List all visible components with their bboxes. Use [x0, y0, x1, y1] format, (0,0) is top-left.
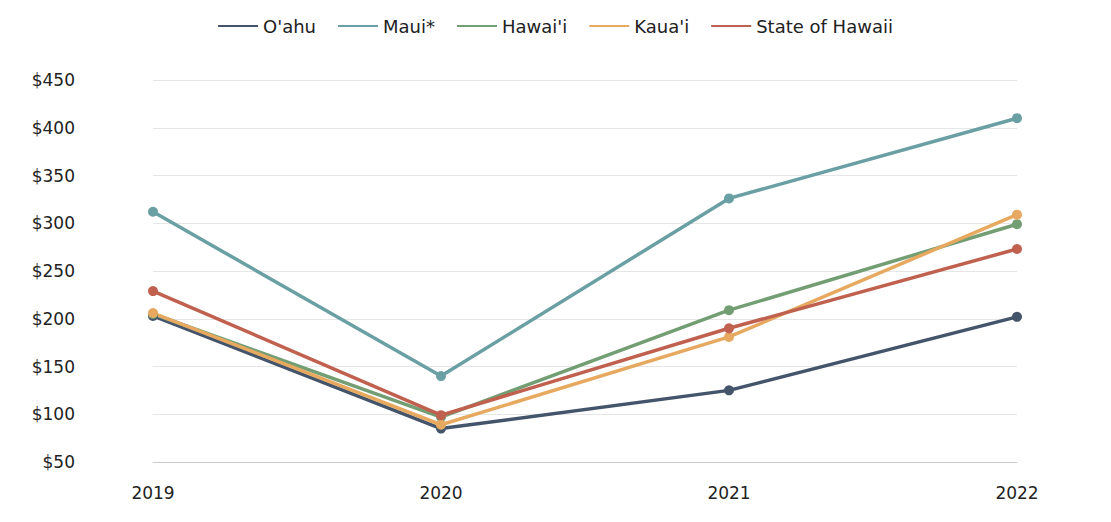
- svg-text:State of Hawaii: State of Hawaii: [756, 16, 893, 37]
- svg-text:$150: $150: [32, 357, 75, 377]
- svg-text:$350: $350: [32, 166, 75, 186]
- svg-text:2020: 2020: [419, 483, 462, 503]
- svg-text:2022: 2022: [995, 483, 1038, 503]
- svg-text:Kaua'i: Kaua'i: [634, 16, 689, 37]
- svg-text:$450: $450: [32, 70, 75, 90]
- svg-text:$50: $50: [43, 452, 75, 472]
- svg-text:$100: $100: [32, 404, 75, 424]
- svg-text:Maui*: Maui*: [383, 16, 435, 37]
- svg-text:$200: $200: [32, 309, 75, 329]
- svg-text:Hawai'i: Hawai'i: [502, 16, 567, 37]
- svg-text:2021: 2021: [707, 483, 750, 503]
- svg-text:$250: $250: [32, 261, 75, 281]
- svg-text:O'ahu: O'ahu: [263, 16, 316, 37]
- svg-text:$400: $400: [32, 118, 75, 138]
- svg-text:2019: 2019: [131, 483, 174, 503]
- svg-text:$300: $300: [32, 213, 75, 233]
